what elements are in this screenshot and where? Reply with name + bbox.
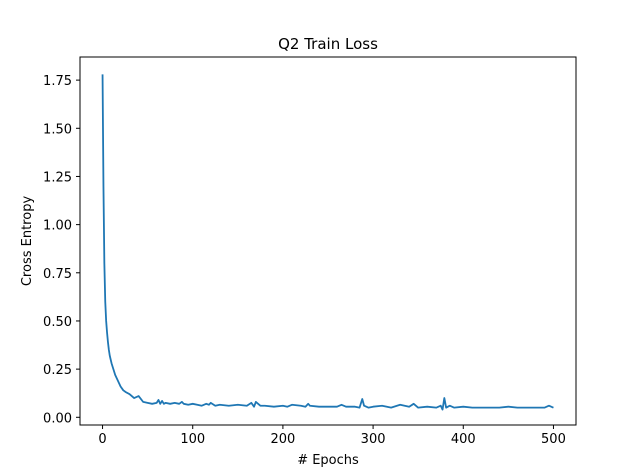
y-axis-label: Cross Entropy (20, 196, 35, 287)
x-tick-label: 200 (270, 432, 295, 447)
x-tick-label: 100 (180, 432, 205, 447)
y-tick-label: 0.75 (43, 267, 72, 282)
plot-area (101, 74, 554, 411)
chart-title: Q2 Train Loss (278, 35, 378, 53)
series-line (101, 74, 554, 411)
x-axis-label: # Epochs (297, 453, 359, 468)
y-tick-label: 0.25 (43, 363, 72, 378)
y-tick-label: 0.50 (43, 315, 72, 330)
y-tick-label: 1.75 (43, 74, 72, 89)
x-tick-label: 300 (361, 432, 386, 447)
y-tick-label: 1.00 (43, 219, 72, 234)
axis-ticks: 0 100 200 300 400 500 0.00 0.25 0.50 0.75 1.00 1.25… (43, 74, 566, 447)
y-tick-label: 1.50 (43, 122, 72, 137)
x-tick-label: 400 (451, 432, 476, 447)
x-tick-label: 0 (98, 432, 106, 447)
y-tick-label: 0.00 (43, 411, 72, 426)
x-tick-label: 500 (541, 432, 566, 447)
y-tick-label: 1.25 (43, 170, 72, 185)
axes-frame (79, 56, 577, 426)
